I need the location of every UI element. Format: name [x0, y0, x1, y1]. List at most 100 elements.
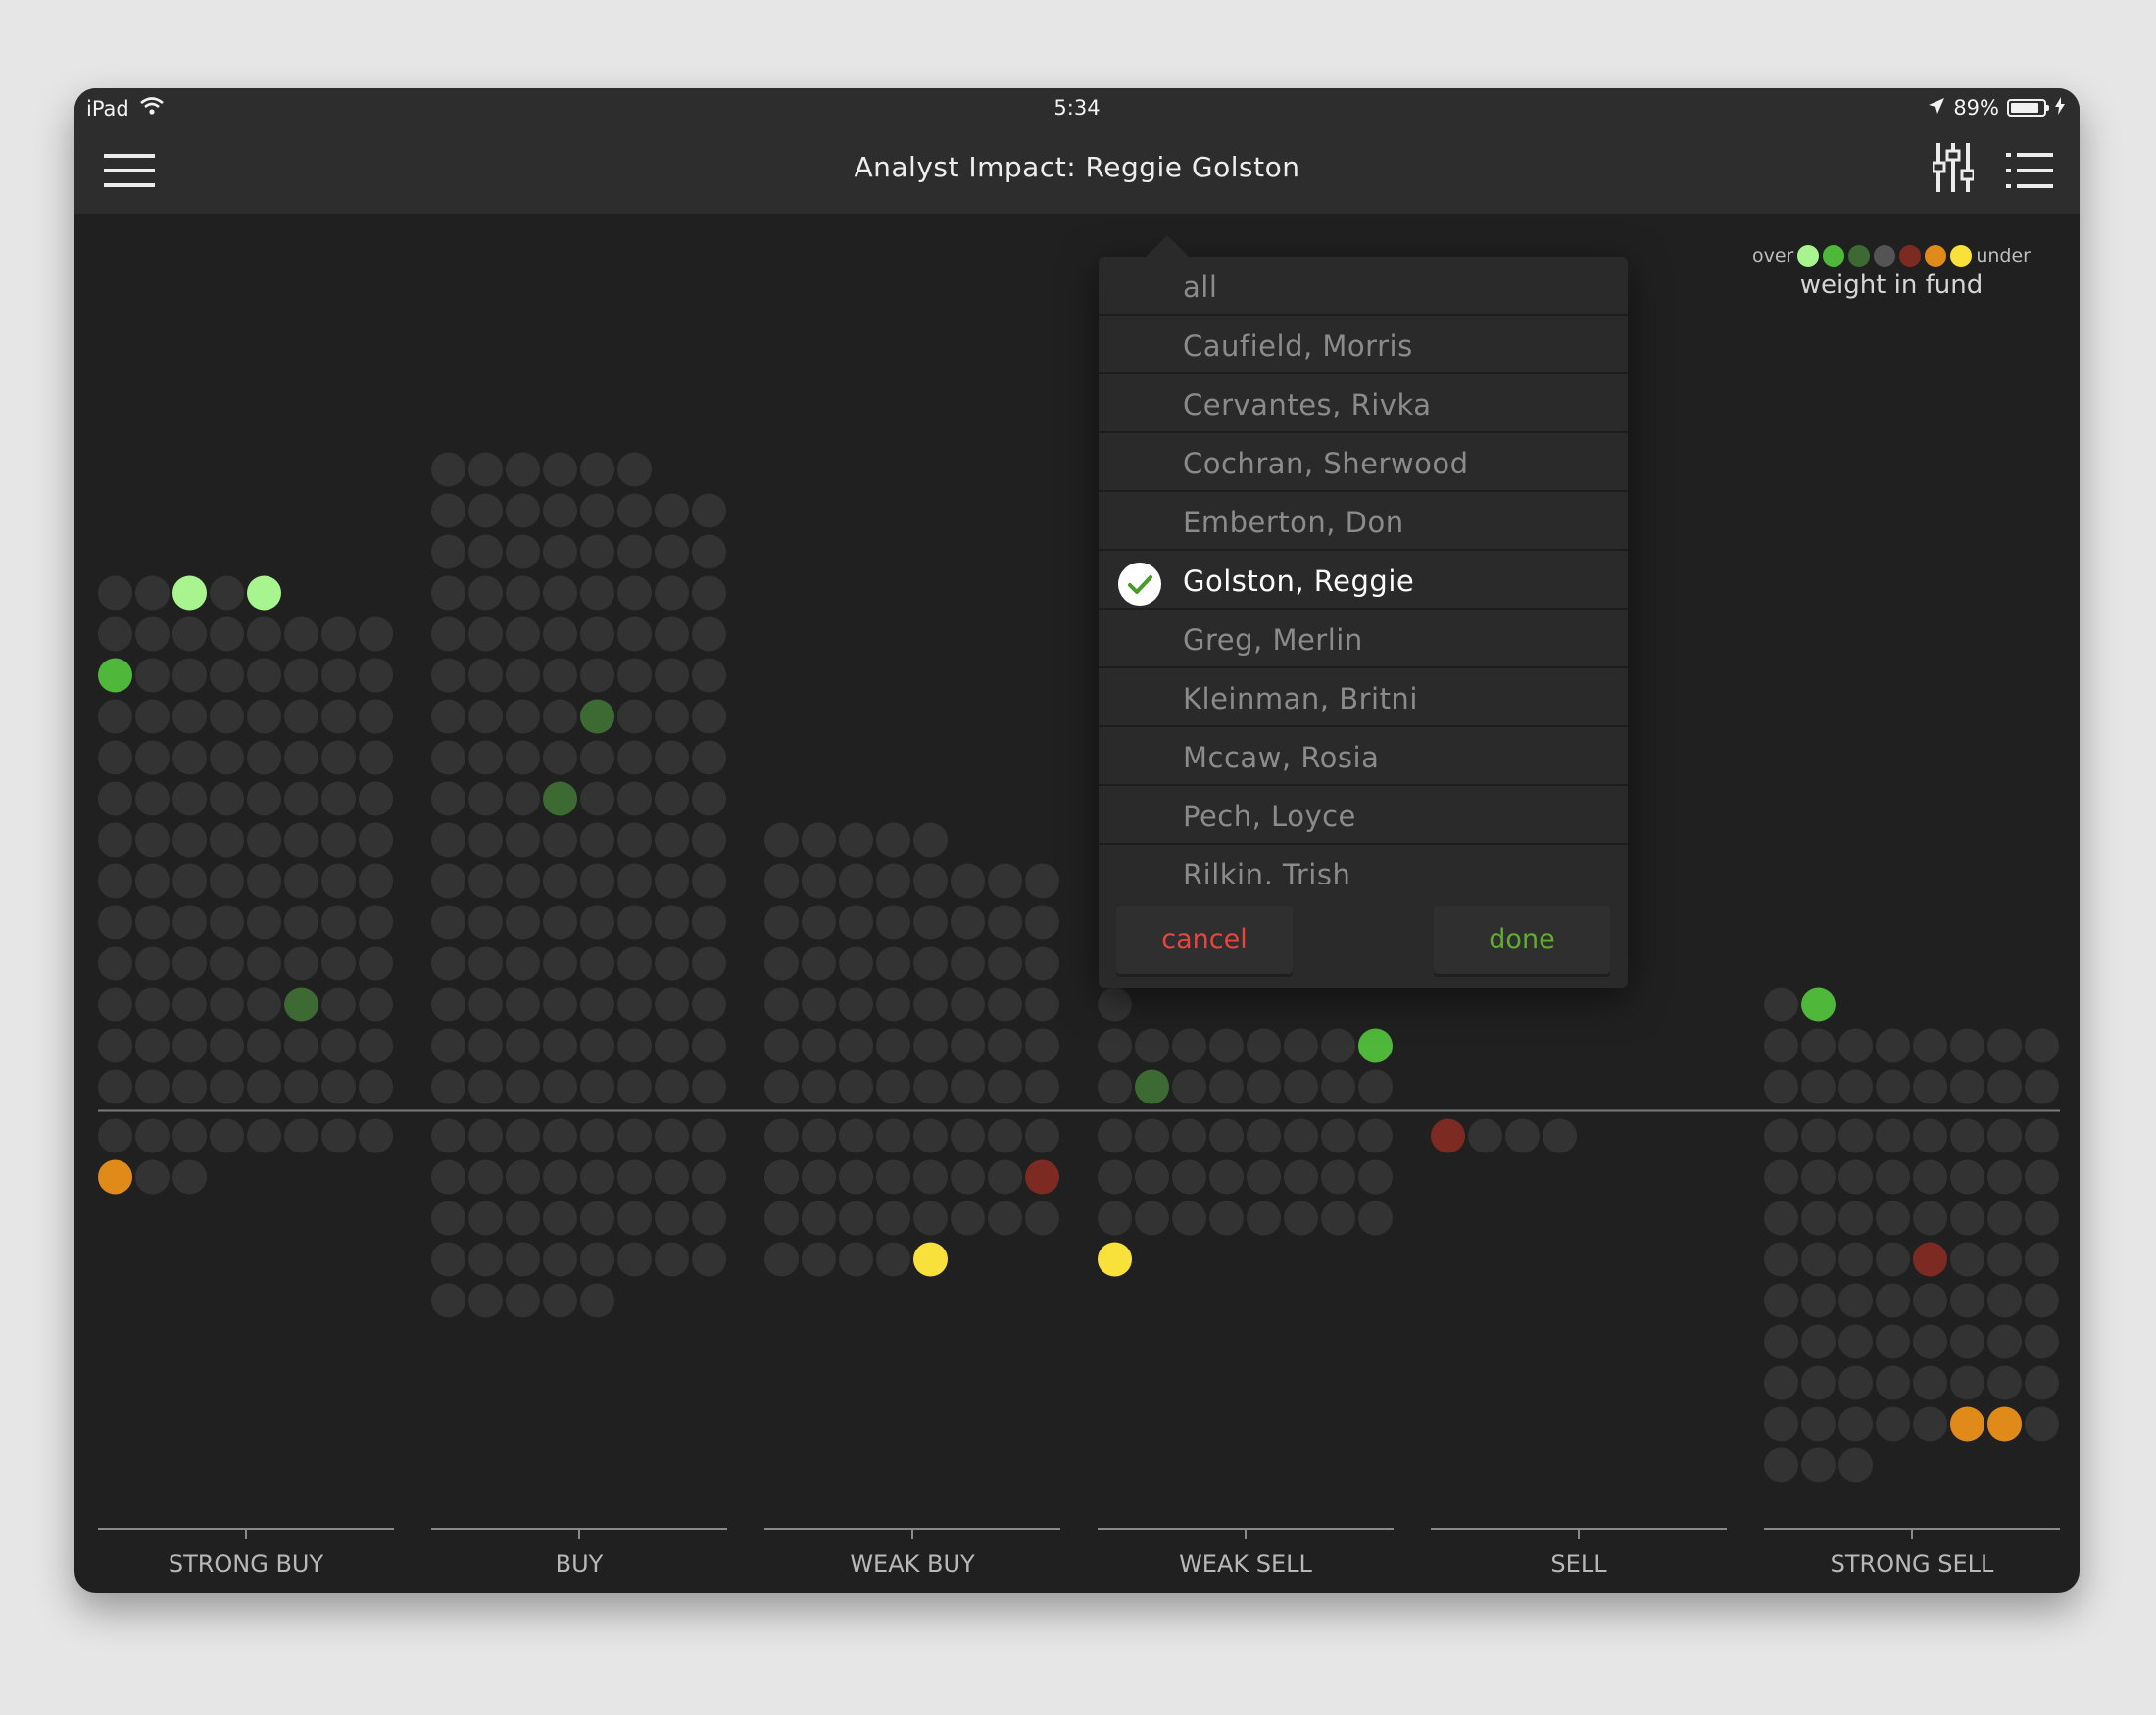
holding-dot[interactable] — [580, 616, 614, 652]
holding-dot[interactable] — [839, 1159, 873, 1195]
holding-dot[interactable] — [1838, 1242, 1873, 1277]
holding-dot[interactable] — [692, 1118, 726, 1153]
holding-dot[interactable] — [1209, 1069, 1244, 1104]
holding-dot[interactable] — [284, 781, 318, 816]
holding-dot[interactable] — [617, 452, 652, 487]
holding-dot[interactable] — [506, 534, 540, 569]
holding-dot[interactable] — [247, 822, 281, 858]
holding-dot[interactable] — [692, 946, 726, 981]
holding-dot[interactable] — [172, 781, 207, 816]
holding-dot[interactable] — [1987, 1118, 2022, 1153]
holding-dot[interactable] — [692, 658, 726, 693]
holding-dot[interactable] — [468, 1118, 503, 1153]
holding-dot[interactable] — [951, 987, 985, 1022]
holding-dot[interactable] — [1950, 1283, 1984, 1318]
holding-dot[interactable] — [580, 781, 614, 816]
holding-dot[interactable] — [655, 822, 689, 858]
holding-dot[interactable] — [617, 822, 652, 858]
holding-dot[interactable] — [1172, 1028, 1206, 1063]
holding-dot[interactable] — [506, 1242, 540, 1277]
holding-dot[interactable] — [431, 534, 466, 569]
holding-dot[interactable] — [692, 1069, 726, 1104]
holding-dot[interactable] — [1098, 1028, 1132, 1063]
holding-dot[interactable] — [359, 863, 393, 899]
analyst-list-item[interactable]: Emberton, Don — [1099, 492, 1628, 551]
holding-dot[interactable] — [988, 863, 1022, 899]
holding-dot[interactable] — [1838, 1200, 1873, 1236]
holding-dot[interactable] — [617, 905, 652, 940]
holding-dot[interactable] — [2025, 1069, 2059, 1104]
holding-dot[interactable] — [839, 863, 873, 899]
holding-dot[interactable] — [913, 905, 948, 940]
holding-dot[interactable] — [431, 781, 466, 816]
holding-dot[interactable] — [172, 946, 207, 981]
holding-dot[interactable] — [988, 905, 1022, 940]
holding-dot[interactable] — [135, 1069, 170, 1104]
holding-dot[interactable] — [988, 1200, 1022, 1236]
holding-dot[interactable] — [543, 1069, 577, 1104]
holding-dot[interactable] — [543, 452, 577, 487]
cancel-button[interactable]: cancel — [1116, 906, 1293, 974]
holding-dot[interactable] — [1801, 1069, 1836, 1104]
holding-dot[interactable] — [543, 740, 577, 775]
holding-dot[interactable] — [543, 822, 577, 858]
holding-dot[interactable] — [210, 822, 244, 858]
holding-dot[interactable] — [1838, 1365, 1873, 1400]
holding-dot[interactable] — [876, 1028, 910, 1063]
holding-dot[interactable] — [1950, 1406, 1984, 1442]
holding-dot[interactable] — [1098, 1069, 1132, 1104]
holding-dot[interactable] — [1321, 1159, 1355, 1195]
holding-dot[interactable] — [543, 699, 577, 734]
holding-dot[interactable] — [655, 699, 689, 734]
analyst-list-item[interactable]: Golston, Reggie — [1099, 551, 1628, 610]
done-button[interactable]: done — [1434, 906, 1610, 974]
holding-dot[interactable] — [468, 905, 503, 940]
holding-dot[interactable] — [1913, 1283, 1947, 1318]
holding-dot[interactable] — [431, 575, 466, 611]
holding-dot[interactable] — [617, 1118, 652, 1153]
holding-dot[interactable] — [359, 822, 393, 858]
holding-dot[interactable] — [172, 1028, 207, 1063]
holding-dot[interactable] — [247, 946, 281, 981]
holding-dot[interactable] — [98, 1159, 132, 1195]
holding-dot[interactable] — [1025, 1118, 1059, 1153]
holding-dot[interactable] — [1358, 1028, 1393, 1063]
holding-dot[interactable] — [1801, 1118, 1836, 1153]
holding-dot[interactable] — [172, 658, 207, 693]
holding-dot[interactable] — [1764, 1200, 1798, 1236]
holding-dot[interactable] — [1247, 1069, 1281, 1104]
holding-dot[interactable] — [655, 1159, 689, 1195]
holding-dot[interactable] — [321, 658, 356, 693]
holding-dot[interactable] — [2025, 1365, 2059, 1400]
holding-dot[interactable] — [764, 1242, 799, 1277]
holding-dot[interactable] — [1764, 987, 1798, 1022]
holding-dot[interactable] — [1764, 1069, 1798, 1104]
holding-dot[interactable] — [284, 699, 318, 734]
holding-dot[interactable] — [431, 905, 466, 940]
holding-dot[interactable] — [580, 452, 614, 487]
holding-dot[interactable] — [692, 1028, 726, 1063]
holding-dot[interactable] — [210, 905, 244, 940]
holding-dot[interactable] — [1838, 1118, 1873, 1153]
holding-dot[interactable] — [468, 740, 503, 775]
holding-dot[interactable] — [1209, 1118, 1244, 1153]
holding-dot[interactable] — [506, 575, 540, 611]
holding-dot[interactable] — [431, 1200, 466, 1236]
holding-dot[interactable] — [692, 822, 726, 858]
holding-dot[interactable] — [876, 1242, 910, 1277]
holding-dot[interactable] — [135, 575, 170, 611]
holding-dot[interactable] — [2025, 1324, 2059, 1359]
holding-dot[interactable] — [431, 658, 466, 693]
holding-dot[interactable] — [617, 699, 652, 734]
holding-dot[interactable] — [1987, 1365, 2022, 1400]
holding-dot[interactable] — [210, 1118, 244, 1153]
holding-dot[interactable] — [468, 863, 503, 899]
holding-dot[interactable] — [580, 1069, 614, 1104]
holding-dot[interactable] — [468, 946, 503, 981]
holding-dot[interactable] — [543, 1028, 577, 1063]
holding-dot[interactable] — [1876, 1324, 1910, 1359]
holding-dot[interactable] — [1838, 1159, 1873, 1195]
holding-dot[interactable] — [876, 1069, 910, 1104]
holding-dot[interactable] — [1838, 1406, 1873, 1442]
holding-dot[interactable] — [172, 616, 207, 652]
